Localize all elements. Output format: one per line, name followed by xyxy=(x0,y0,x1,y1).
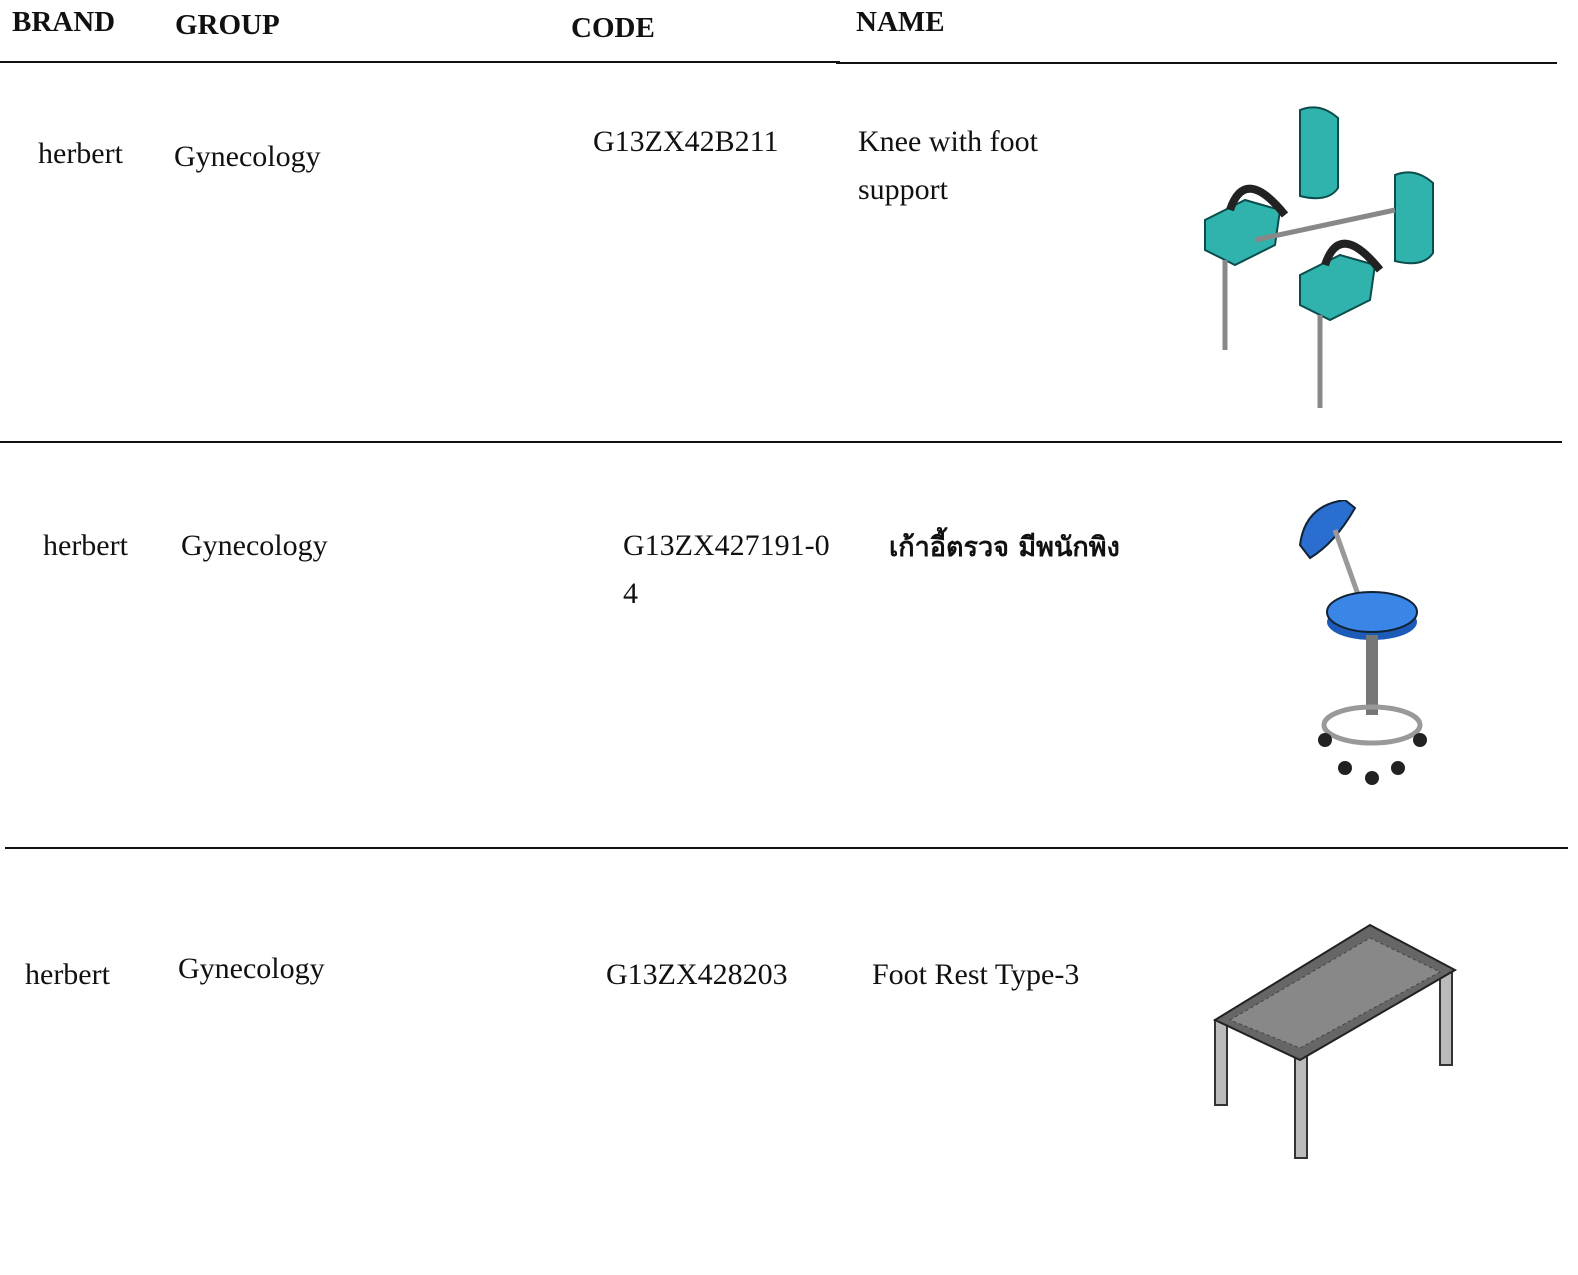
header-group: GROUP xyxy=(175,9,280,41)
row-rule xyxy=(5,847,1568,849)
product-image xyxy=(1204,106,1434,408)
product-image xyxy=(1298,500,1427,785)
row-rule xyxy=(0,441,1562,443)
brand: herbert xyxy=(43,529,128,562)
name: เก้าอี้ตรวจ มีพนักพิง xyxy=(889,532,1120,563)
code: G13ZX427191-04 xyxy=(623,529,830,610)
header-rule xyxy=(0,61,840,63)
brand: herbert xyxy=(38,137,123,170)
group: Gynecology xyxy=(174,140,321,173)
group: Gynecology xyxy=(181,529,328,562)
product-image xyxy=(1212,923,1458,1159)
code: G13ZX42B211 xyxy=(593,125,779,158)
group: Gynecology xyxy=(178,952,325,985)
header-name: NAME xyxy=(856,6,945,38)
header-code: CODE xyxy=(571,12,655,44)
code: G13ZX428203 xyxy=(606,958,788,991)
brand: herbert xyxy=(25,958,110,991)
name: Foot Rest Type-3 xyxy=(872,958,1080,991)
header-brand: BRAND xyxy=(12,6,116,38)
header-rule xyxy=(836,62,1557,64)
name: Knee with foot support xyxy=(858,125,1038,206)
